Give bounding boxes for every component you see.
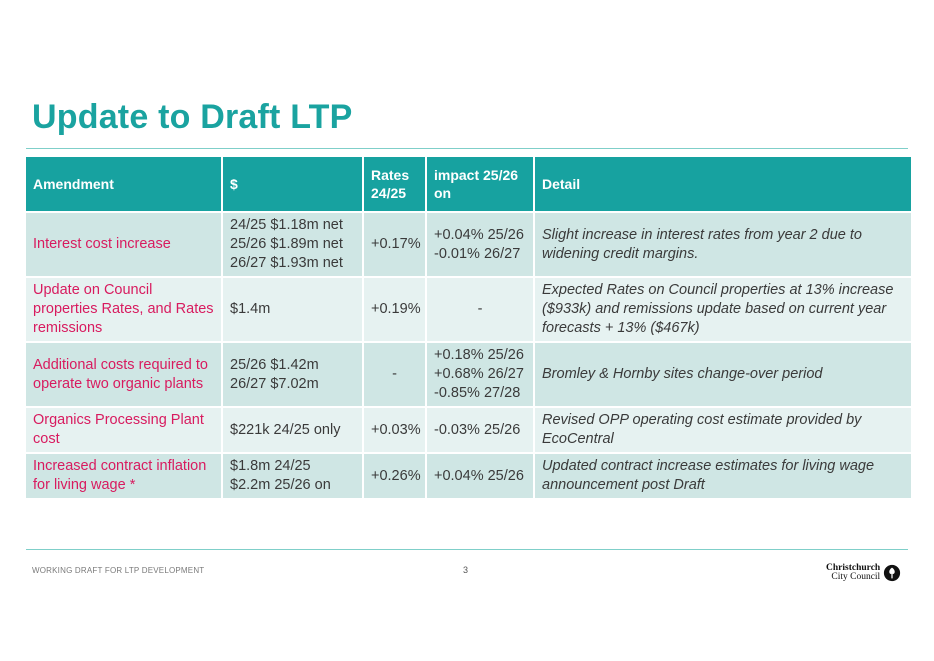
table-row: Update on Council properties Rates, and … — [26, 278, 911, 341]
cell-amendment: Increased contract inflation for living … — [26, 454, 221, 498]
cell-impact: +0.04% 25/26 -0.01% 26/27 — [427, 213, 533, 276]
header-impact: impact 25/26 on — [427, 157, 533, 211]
cell-amount: $1.4m — [223, 278, 362, 341]
table-row: Additional costs required to operate two… — [26, 343, 911, 406]
cell-impact: - — [427, 278, 533, 341]
cell-impact: -0.03% 25/26 — [427, 408, 533, 452]
logo-wordmark: Christchurch City Council — [826, 563, 881, 582]
cell-detail: Bromley & Hornby sites change-over perio… — [535, 343, 911, 406]
title-divider — [26, 148, 908, 149]
cell-amendment: Additional costs required to operate two… — [26, 343, 221, 406]
header-rates-label: Rates 24/25 — [371, 167, 410, 201]
cell-amount: 25/26 $1.42m 26/27 $7.02m — [223, 343, 362, 406]
tree-icon — [884, 564, 901, 582]
cell-rates: +0.17% — [364, 213, 425, 276]
cell-rates: +0.26% — [364, 454, 425, 498]
page-number: 3 — [463, 565, 469, 575]
header-rates: Rates 24/25 — [364, 157, 425, 211]
cell-impact: +0.04% 25/26 — [427, 454, 533, 498]
table-header-row: Amendment $ Rates 24/25 impact 25/26 on … — [26, 157, 911, 211]
page-title: Update to Draft LTP — [32, 98, 353, 136]
council-logo: Christchurch City Council — [826, 562, 910, 584]
cell-amount: $221k 24/25 only — [223, 408, 362, 452]
cell-rates: +0.19% — [364, 278, 425, 341]
cell-amendment: Interest cost increase — [26, 213, 221, 276]
cell-detail: Updated contract increase estimates for … — [535, 454, 911, 498]
logo-line-2: City Council — [831, 572, 881, 582]
header-amendment: Amendment — [26, 157, 221, 211]
cell-amendment: Organics Processing Plant cost — [26, 408, 221, 452]
header-amount: $ — [223, 157, 362, 211]
cell-amount: $1.8m 24/25 $2.2m 25/26 on — [223, 454, 362, 498]
cell-detail: Slight increase in interest rates from y… — [535, 213, 911, 276]
footer-divider — [26, 549, 908, 550]
cell-impact: +0.18% 25/26 +0.68% 26/27 -0.85% 27/28 — [427, 343, 533, 406]
amendments-table: Amendment $ Rates 24/25 impact 25/26 on … — [24, 155, 913, 500]
header-impact-label: impact 25/26 on — [434, 167, 519, 201]
logo-line-1: Christchurch — [826, 563, 881, 573]
cell-detail: Expected Rates on Council properties at … — [535, 278, 911, 341]
cell-rates: - — [364, 343, 425, 406]
header-detail: Detail — [535, 157, 911, 211]
table-row: Increased contract inflation for living … — [26, 454, 911, 498]
cell-amount: 24/25 $1.18m net 25/26 $1.89m net 26/27 … — [223, 213, 362, 276]
cell-amendment: Update on Council properties Rates, and … — [26, 278, 221, 341]
cell-detail: Revised OPP operating cost estimate prov… — [535, 408, 911, 452]
footer-label: WORKING DRAFT FOR LTP DEVELOPMENT — [32, 566, 205, 575]
table-row: Organics Processing Plant cost $221k 24/… — [26, 408, 911, 452]
table-row: Interest cost increase 24/25 $1.18m net … — [26, 213, 911, 276]
cell-rates: +0.03% — [364, 408, 425, 452]
